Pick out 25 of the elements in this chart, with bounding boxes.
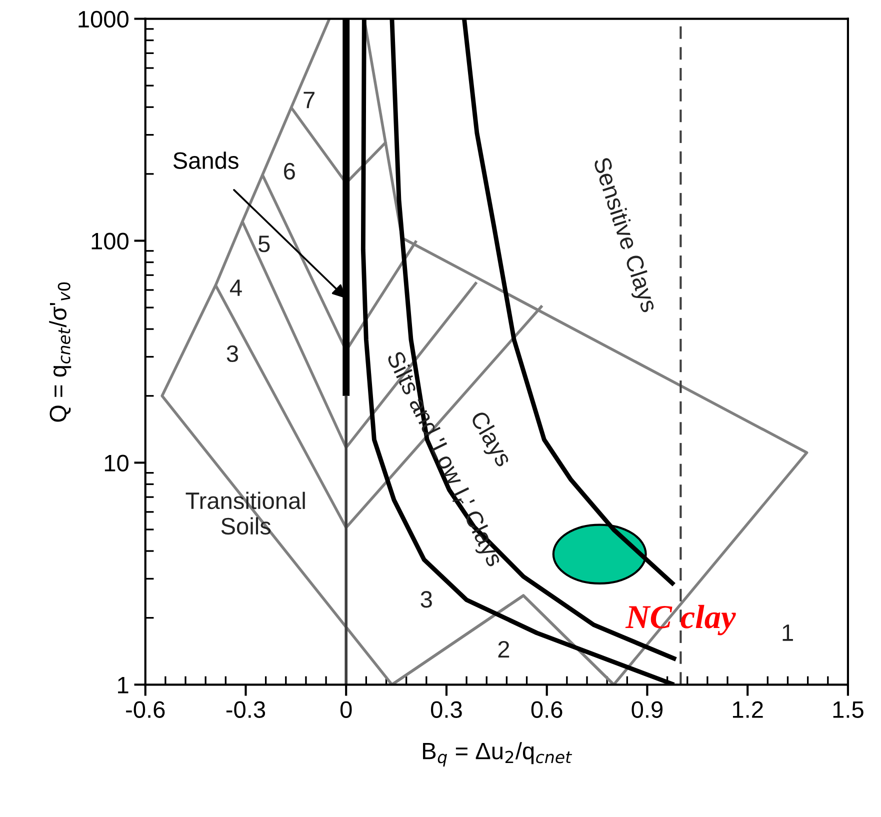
annotation: 1	[782, 624, 793, 641]
annotation: NC clay	[625, 604, 736, 636]
annotation: 3	[226, 345, 238, 362]
y-tick-label: 10	[104, 454, 128, 472]
x-tick-label: 0.3	[430, 701, 462, 718]
y-tick-label: 1000	[78, 10, 128, 28]
x-tick-label: 0.9	[632, 701, 663, 718]
y-axis-title: Q = q$_{cnet}$/σ'$_{v0}$	[49, 282, 72, 422]
x-tick-label: 1.5	[833, 701, 864, 718]
y-tick-label: 1	[118, 676, 128, 694]
annotation: 2	[498, 640, 510, 658]
x-tick-label: -0.6	[126, 701, 165, 718]
x-tick-label: 1.2	[732, 701, 763, 718]
y-tick-label: 100	[92, 232, 128, 250]
x-tick-label: -0.3	[226, 701, 266, 718]
annotation: 6	[284, 162, 295, 180]
annotation: 5	[258, 236, 270, 252]
annotation: 7	[304, 92, 314, 108]
x-axis-title: B$_{q}$ = Δu$_{2}$/q$_{cnet}$	[423, 742, 572, 766]
annotation: Sensitive Clays	[588, 156, 659, 315]
annotation: 4	[230, 280, 242, 296]
annotation: Sands	[173, 152, 238, 169]
x-tick-label: 0.6	[531, 701, 562, 718]
x-tick-label: 0	[340, 701, 352, 718]
annotation: 3	[420, 591, 432, 608]
